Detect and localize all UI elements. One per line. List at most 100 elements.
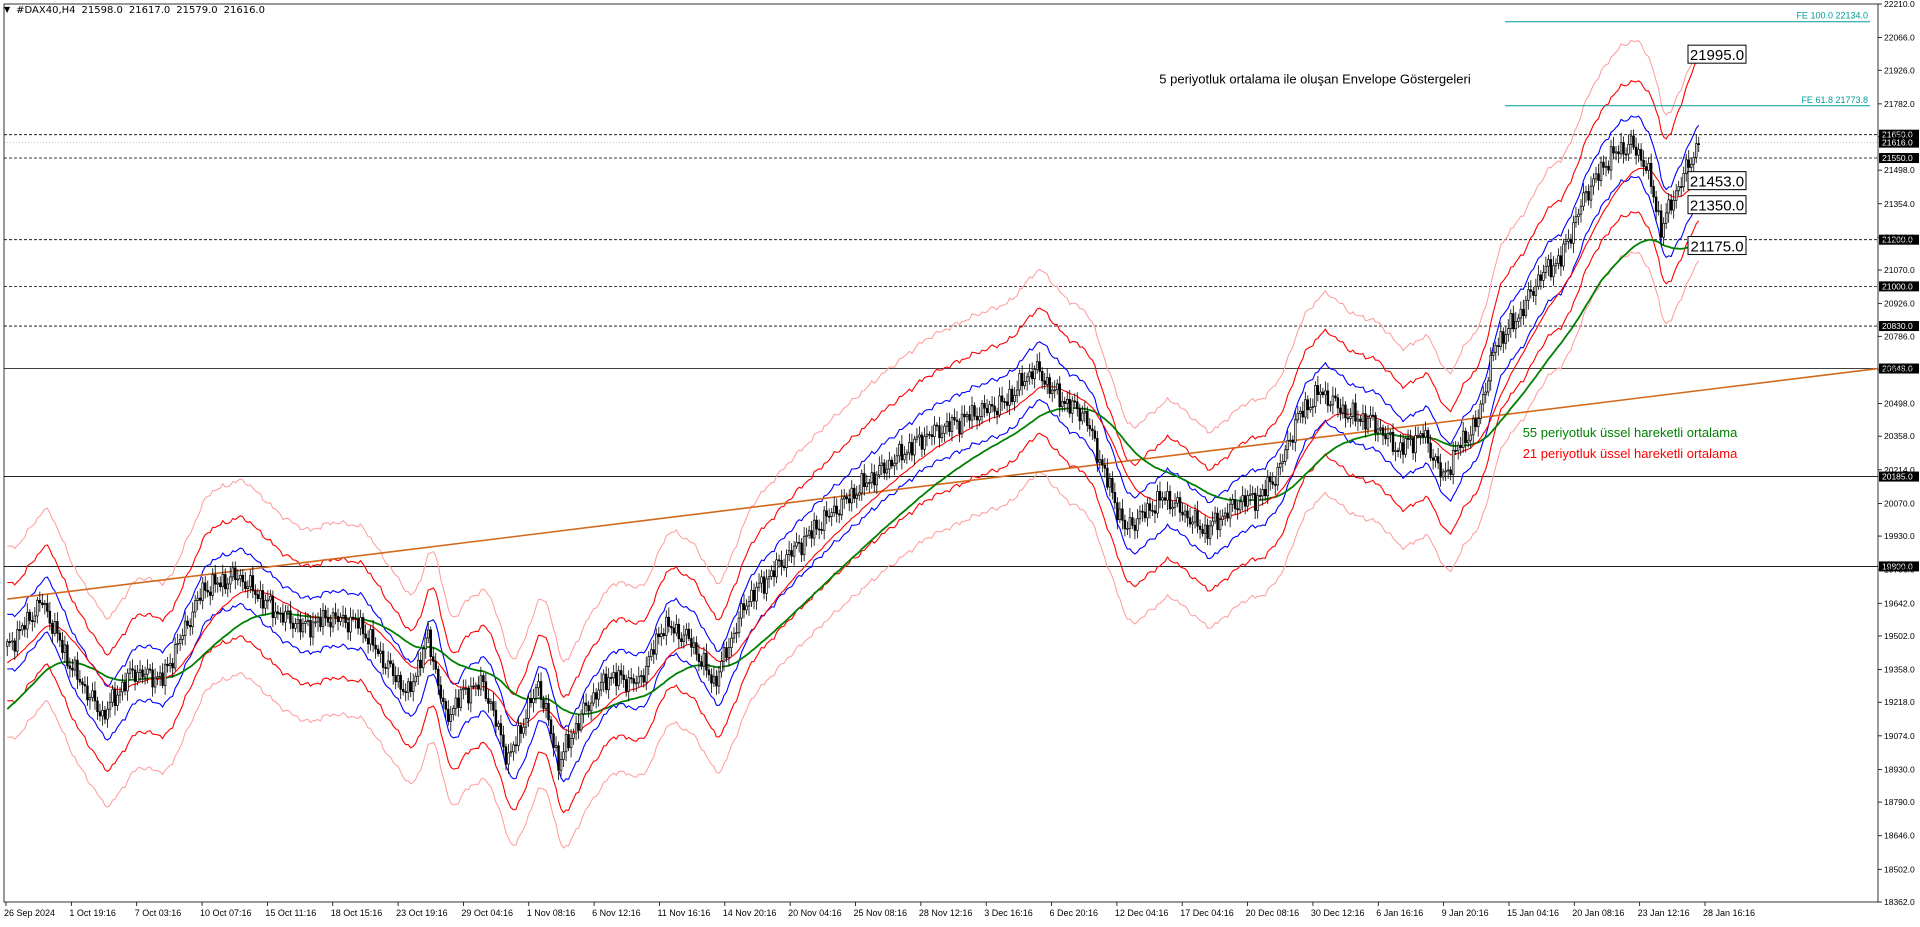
candle-body [1231, 499, 1234, 505]
x-tick-label: 1 Oct 19:16 [69, 908, 116, 918]
x-tick-label: 9 Jan 20:16 [1442, 908, 1489, 918]
candle-body [236, 578, 240, 581]
candle-body [925, 433, 929, 437]
candle-body [442, 697, 445, 702]
candle-body [411, 681, 415, 692]
candle-body [118, 691, 122, 696]
candle-body [1066, 399, 1069, 404]
candle-body [1103, 464, 1107, 469]
candle-body [186, 620, 189, 626]
candle-body [1193, 510, 1197, 523]
triangle-down-icon[interactable]: ▼ [4, 5, 11, 14]
annotation-2: 21 periyotluk üssel hareketli ortalama [1523, 446, 1738, 461]
candle-body [1356, 418, 1360, 422]
candle-body [1567, 238, 1570, 242]
candle-body [1542, 272, 1545, 281]
candle-body [915, 436, 919, 440]
candle-body [1602, 161, 1605, 168]
candle-body [83, 684, 87, 687]
candle-body [943, 425, 946, 434]
level-tag-6: 20648.0 [1882, 364, 1913, 374]
ohlc-high: 21617.0 [128, 5, 171, 16]
candle-body [1030, 371, 1034, 380]
candle-body [1000, 395, 1004, 402]
candle-body [1559, 255, 1563, 267]
candle-body [524, 718, 528, 728]
candle-body [28, 611, 32, 621]
x-tick-label: 28 Nov 12:16 [919, 908, 973, 918]
candle-body [1118, 508, 1122, 521]
candle-body [1176, 497, 1179, 504]
candle-body [1594, 173, 1598, 180]
candle-body [1206, 524, 1209, 539]
candle-body [843, 496, 846, 500]
candle-body [1043, 380, 1046, 385]
candle-body [191, 611, 194, 628]
fibo-label-0: FE 100.0 22134.0 [1796, 11, 1868, 21]
candle-body [1411, 438, 1415, 454]
y-tick-label: 21210.0 [1884, 232, 1915, 242]
candle-body [537, 681, 540, 689]
candle-body [1619, 142, 1623, 155]
candle-body [96, 700, 99, 713]
candle-body [1534, 286, 1538, 296]
candle-body [1238, 501, 1242, 511]
candle-body [1306, 399, 1310, 411]
candle-body [1271, 481, 1274, 485]
candle-body [539, 681, 543, 700]
candle-body [948, 421, 951, 432]
candle-body [1253, 492, 1257, 511]
candle-body [1221, 515, 1224, 520]
candle-body [584, 702, 588, 706]
candle-body [1369, 414, 1372, 419]
envelope-line-0 [7, 39, 1700, 663]
candle-body [331, 612, 335, 628]
candle-body [264, 599, 267, 609]
y-tick-label: 20926.0 [1884, 299, 1915, 309]
candle-body [1497, 345, 1500, 347]
candle-body [1299, 410, 1302, 414]
ema55-line [6, 238, 1700, 716]
candle-body [131, 668, 134, 671]
candle-body [1489, 355, 1492, 382]
candle-body [1426, 430, 1430, 444]
candle-body [1622, 142, 1625, 155]
candle-body [1186, 510, 1189, 519]
candle-body [667, 616, 671, 627]
candle-body [975, 415, 979, 421]
candle-body [351, 616, 355, 619]
candle-body [602, 673, 605, 683]
y-tick-label: 21354.0 [1884, 199, 1915, 209]
x-tick-label: 23 Jan 12:16 [1638, 908, 1690, 918]
candle-body [1652, 186, 1655, 198]
x-tick-label: 17 Dec 04:16 [1180, 908, 1234, 918]
candle-body [116, 694, 119, 706]
candle-body [1321, 391, 1325, 396]
candle-body [953, 417, 956, 421]
candle-body [148, 668, 152, 671]
candle-body [1547, 259, 1550, 267]
candle-body [1396, 450, 1400, 452]
candle-body [1128, 517, 1132, 529]
candle-body [93, 690, 97, 702]
candle-body [1476, 418, 1480, 428]
candle-body [559, 759, 563, 771]
x-tick-label: 14 Nov 20:16 [723, 908, 777, 918]
candle-body [587, 705, 590, 712]
candle-body [577, 723, 580, 731]
candle-body [366, 637, 370, 645]
candle-body [1690, 163, 1693, 168]
candle-body [239, 574, 242, 580]
candle-body [1301, 410, 1305, 418]
candle-body [141, 669, 144, 678]
candle-body [1579, 205, 1583, 215]
candle-body [1492, 351, 1495, 356]
ohlc-close: 21616.0 [223, 5, 265, 16]
candle-body [156, 676, 159, 679]
y-tick-label: 19642.0 [1884, 598, 1915, 608]
candle-body [542, 699, 545, 709]
candle-body [1522, 308, 1525, 317]
candle-body [1609, 146, 1613, 171]
candle-body [1339, 407, 1342, 414]
